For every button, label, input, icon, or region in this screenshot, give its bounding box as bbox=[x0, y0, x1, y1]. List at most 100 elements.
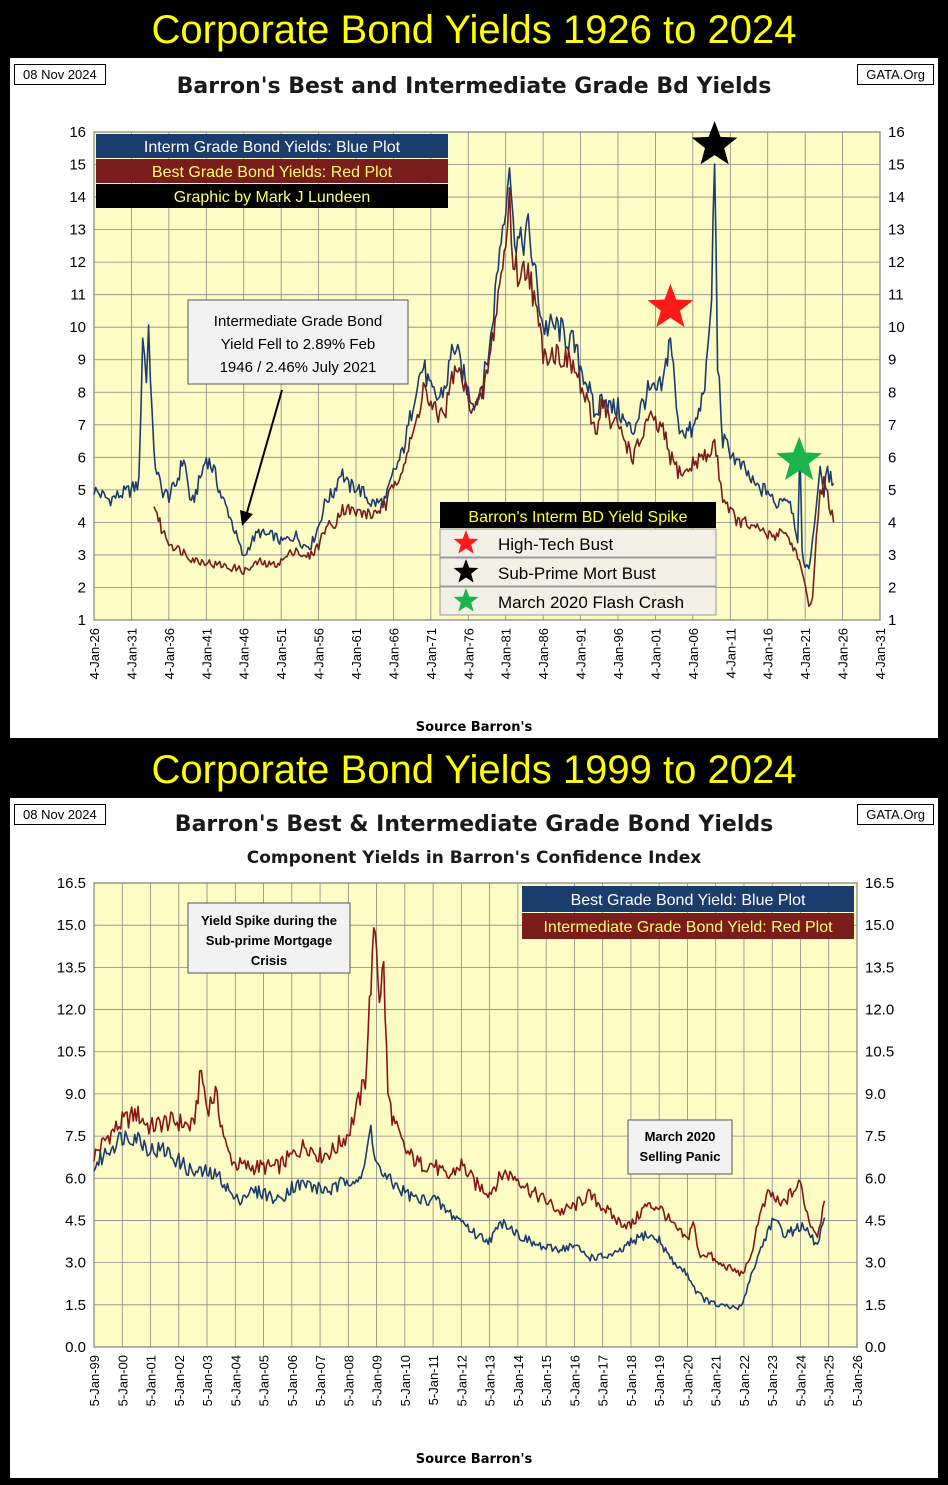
x-tick-label: 4-Jan-66 bbox=[386, 628, 401, 679]
spike-legend-row bbox=[439, 586, 717, 616]
x-tick-label: 5-Jan-05 bbox=[257, 1355, 272, 1406]
annotation-text: March 2020 bbox=[645, 1129, 716, 1144]
y-tick-label-right: 11 bbox=[888, 287, 904, 304]
banner-title-bottom: Corporate Bond Yields 1999 to 2024 bbox=[151, 748, 797, 792]
x-tick-label: 5-Jan-07 bbox=[313, 1355, 328, 1406]
y-tick-label-left: 10 bbox=[69, 319, 86, 336]
y-tick-label-left: 14 bbox=[69, 189, 86, 206]
annotation-text: Selling Panic bbox=[640, 1149, 721, 1164]
y-tick-label-right: 7 bbox=[888, 417, 896, 434]
spike-star-icon bbox=[647, 283, 694, 328]
y-tick-label-left: 0.0 bbox=[65, 1339, 86, 1356]
x-tick-label: 5-Jan-03 bbox=[200, 1355, 215, 1406]
y-tick-label-left: 15 bbox=[69, 157, 86, 174]
y-tick-label-right: 10.5 bbox=[865, 1044, 894, 1061]
x-tick-label: 4-Jan-61 bbox=[349, 628, 364, 679]
annotation-text: Crisis bbox=[251, 953, 287, 968]
y-tick-label-right: 12 bbox=[888, 254, 905, 271]
x-tick-label: 5-Jan-21 bbox=[709, 1355, 724, 1406]
y-tick-label-left: 8 bbox=[78, 384, 86, 401]
y-tick-label-left: 1 bbox=[78, 612, 86, 629]
spike-legend-star-icon bbox=[453, 559, 479, 583]
legend-box bbox=[96, 159, 448, 183]
x-tick-label: 4-Jan-31 bbox=[124, 628, 139, 679]
chart-source: Source Barron's bbox=[415, 720, 533, 735]
x-tick-label: 4-Jan-11 bbox=[723, 628, 738, 678]
annotation-box bbox=[187, 902, 351, 974]
annotation-text: 1946 / 2.46% July 2021 bbox=[220, 359, 377, 376]
chart-title: Barron's Best and Intermediate Grade Bd … bbox=[176, 74, 772, 99]
y-tick-label-right: 10 bbox=[888, 319, 905, 336]
chart-panel-2: 08 Nov 2024 GATA.Org Barron's Best & Int… bbox=[10, 798, 938, 1478]
x-tick-label: 4-Jan-76 bbox=[461, 628, 476, 679]
x-tick-label: 5-Jan-00 bbox=[115, 1355, 130, 1406]
legend-label: Intermediate Grade Bond Yield: Red Plot bbox=[543, 919, 833, 936]
spike-legend-row bbox=[439, 528, 717, 558]
x-tick-label: 4-Jan-36 bbox=[162, 628, 177, 679]
y-tick-label-right: 0.0 bbox=[865, 1339, 886, 1356]
y-tick-label-left: 12 bbox=[69, 254, 86, 271]
y-tick-label-right: 5 bbox=[888, 482, 896, 499]
x-tick-label: 4-Jan-96 bbox=[611, 628, 626, 679]
x-tick-label: 4-Jan-26 bbox=[836, 628, 851, 679]
x-tick-label: 5-Jan-15 bbox=[539, 1355, 554, 1406]
series-line-best-grade bbox=[93, 1124, 826, 1311]
x-tick-label: 4-Jan-26 bbox=[87, 628, 102, 679]
spike-legend-label: High-Tech Bust bbox=[498, 535, 614, 554]
x-tick-label: 5-Jan-22 bbox=[737, 1355, 752, 1406]
x-tick-label: 5-Jan-12 bbox=[454, 1355, 469, 1406]
y-tick-label-right: 7.5 bbox=[865, 1128, 886, 1145]
y-tick-label-right: 14 bbox=[888, 189, 905, 206]
x-tick-label: 4-Jan-46 bbox=[237, 628, 252, 679]
y-tick-label-left: 7 bbox=[78, 417, 86, 434]
y-tick-label-right: 9 bbox=[888, 352, 896, 369]
x-tick-label: 5-Jan-09 bbox=[370, 1355, 385, 1406]
y-tick-label-left: 5 bbox=[78, 482, 86, 499]
y-tick-label-right: 4 bbox=[888, 514, 896, 531]
x-tick-label: 5-Jan-23 bbox=[765, 1355, 780, 1406]
y-tick-label-left: 15.0 bbox=[57, 917, 86, 934]
y-tick-label-left: 3.0 bbox=[65, 1255, 86, 1272]
annotation-text: Yield Fell to 2.89% Feb bbox=[221, 336, 376, 353]
legend-box bbox=[522, 886, 854, 912]
spike-star-icon bbox=[691, 121, 738, 165]
y-tick-label-left: 9 bbox=[78, 352, 86, 369]
y-tick-label-right: 1.5 bbox=[865, 1297, 886, 1314]
legend-label: Graphic by Mark J Lundeen bbox=[174, 189, 371, 206]
y-tick-label-left: 4 bbox=[78, 514, 86, 531]
series-line-best-grade bbox=[153, 187, 835, 608]
y-tick-label-left: 6.0 bbox=[65, 1170, 86, 1187]
site-tag: GATA.Org bbox=[857, 64, 934, 85]
annotation-box bbox=[187, 299, 409, 385]
legend-box bbox=[96, 134, 448, 158]
y-tick-label-left: 2 bbox=[78, 579, 86, 596]
spike-legend-star-icon bbox=[453, 530, 479, 554]
y-tick-label-left: 9.0 bbox=[65, 1086, 86, 1103]
annotation-arrow bbox=[245, 389, 283, 517]
y-tick-label-right: 16 bbox=[888, 124, 905, 141]
x-tick-label: 5-Jan-26 bbox=[850, 1355, 865, 1406]
x-tick-label: 5-Jan-14 bbox=[511, 1355, 526, 1406]
x-tick-label: 4-Jan-56 bbox=[312, 628, 327, 679]
y-tick-label-right: 2 bbox=[888, 579, 896, 596]
x-tick-label: 4-Jan-01 bbox=[648, 628, 663, 679]
y-tick-label-left: 10.5 bbox=[57, 1044, 86, 1061]
x-tick-label: 4-Jan-31 bbox=[873, 628, 888, 679]
y-tick-label-left: 4.5 bbox=[65, 1212, 86, 1229]
x-tick-label: 5-Jan-08 bbox=[341, 1355, 356, 1406]
x-tick-label: 5-Jan-06 bbox=[285, 1355, 300, 1406]
x-tick-label: 4-Jan-71 bbox=[424, 628, 439, 679]
x-tick-label: 4-Jan-16 bbox=[761, 628, 776, 679]
annotation-text: Sub-prime Mortgage bbox=[206, 933, 332, 948]
x-tick-label: 5-Jan-25 bbox=[822, 1355, 837, 1406]
x-tick-label: 4-Jan-86 bbox=[536, 628, 551, 679]
chart-2-svg: 0.0 0.0 1.5 1.5 3.0 3.0 4.5 4.5 6.0 6.0 7.5 7.5 9.0 9… bbox=[57, 875, 894, 1406]
y-tick-label-right: 4.5 bbox=[865, 1212, 886, 1229]
x-tick-label: 4-Jan-41 bbox=[199, 628, 214, 679]
legend-label: Interm Grade Bond Yields: Blue Plot bbox=[144, 139, 401, 156]
y-tick-label-right: 6 bbox=[888, 449, 896, 466]
y-tick-label-right: 3.0 bbox=[865, 1255, 886, 1272]
spike-legend-label: March 2020 Flash Crash bbox=[498, 593, 684, 612]
annotation-arrow-head bbox=[240, 510, 253, 526]
y-tick-label-right: 13.5 bbox=[865, 959, 894, 976]
